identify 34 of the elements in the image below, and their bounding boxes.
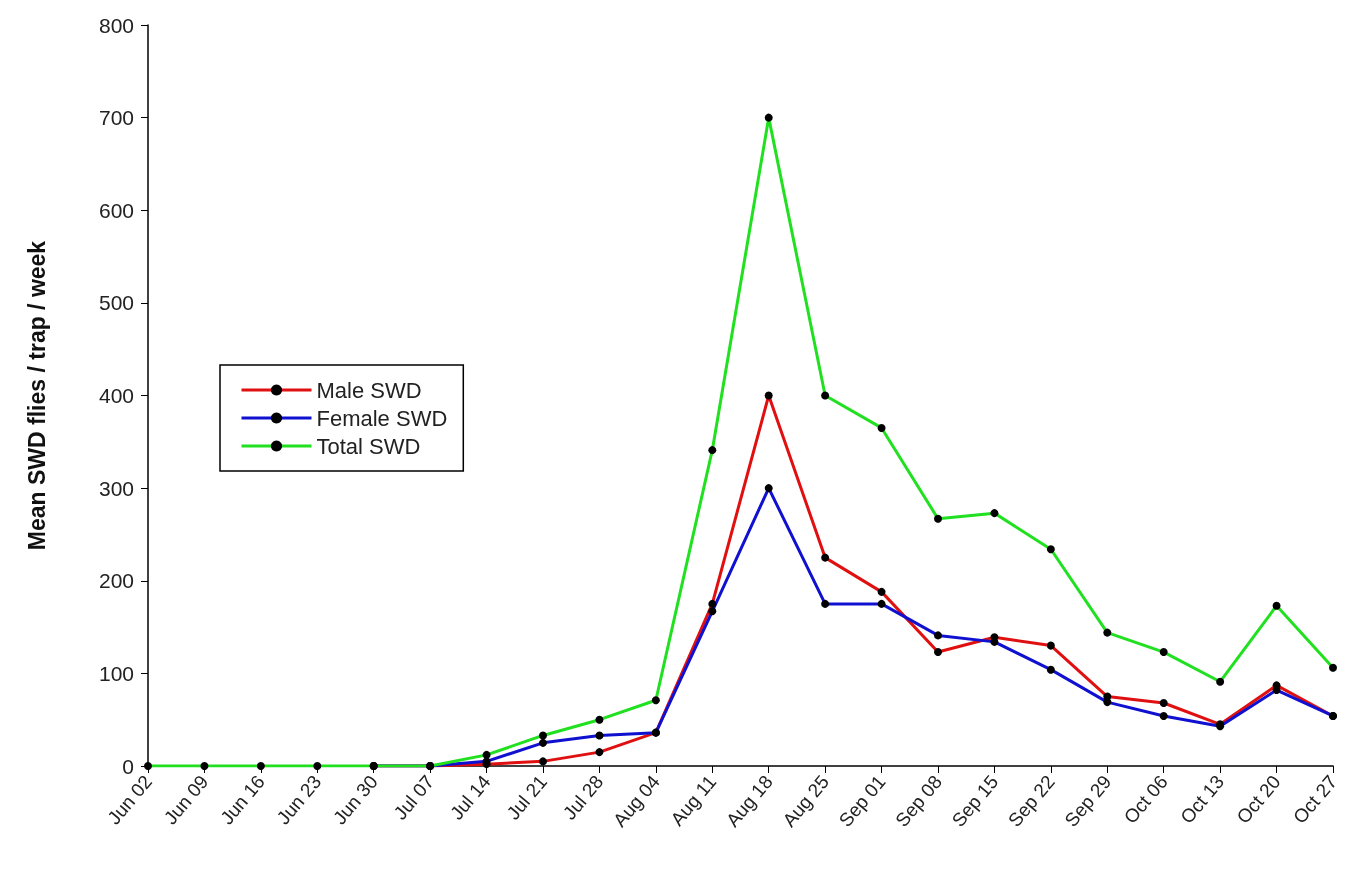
- x-tick-label: Sep 15: [947, 771, 1003, 831]
- x-tick-label: Jun 09: [159, 771, 213, 829]
- legend-label: Male SWD: [316, 377, 422, 403]
- y-tick-label: 100: [98, 661, 134, 685]
- x-tick-label: Jul 28: [558, 771, 608, 824]
- x-tick-label: Oct 13: [1176, 771, 1229, 828]
- y-axis-title: Mean SWD flies / trap / week: [23, 240, 50, 551]
- x-tick-label: Jun 23: [272, 771, 326, 829]
- x-tick-label: Aug 25: [778, 771, 834, 831]
- x-tick-label: Aug 11: [666, 771, 721, 830]
- x-tick-label: Jun 30: [328, 771, 382, 829]
- x-tick-label: Jul 21: [502, 771, 552, 824]
- x-tick-label: Jun 16: [216, 771, 269, 829]
- x-tick-label: Sep 22: [1004, 771, 1059, 831]
- x-tick-label: Aug 04: [609, 770, 665, 831]
- x-tick-label: Sep 08: [891, 771, 947, 831]
- x-tick-label: Sep 29: [1060, 771, 1116, 831]
- x-tick-label: Jul 14: [445, 770, 495, 824]
- y-tick-label: 700: [98, 106, 134, 130]
- x-tick-label: Sep 01: [834, 771, 890, 831]
- y-tick-label: 0: [122, 754, 134, 778]
- x-tick-label: Aug 18: [721, 771, 777, 831]
- y-tick-label: 800: [98, 13, 134, 37]
- y-tick-label: 500: [98, 291, 134, 315]
- y-tick-label: 200: [98, 569, 134, 593]
- legend-label: Total SWD: [316, 433, 421, 459]
- x-tick-label: Oct 20: [1232, 771, 1285, 828]
- legend-label: Female SWD: [316, 405, 448, 431]
- y-tick-label: 600: [98, 198, 134, 222]
- y-tick-label: 400: [98, 384, 134, 407]
- y-tick-label: 300: [98, 476, 134, 500]
- x-tick-label: Oct 06: [1119, 771, 1172, 828]
- x-tick-label: Oct 27: [1288, 771, 1342, 828]
- x-tick-label: Jul 07: [389, 771, 439, 824]
